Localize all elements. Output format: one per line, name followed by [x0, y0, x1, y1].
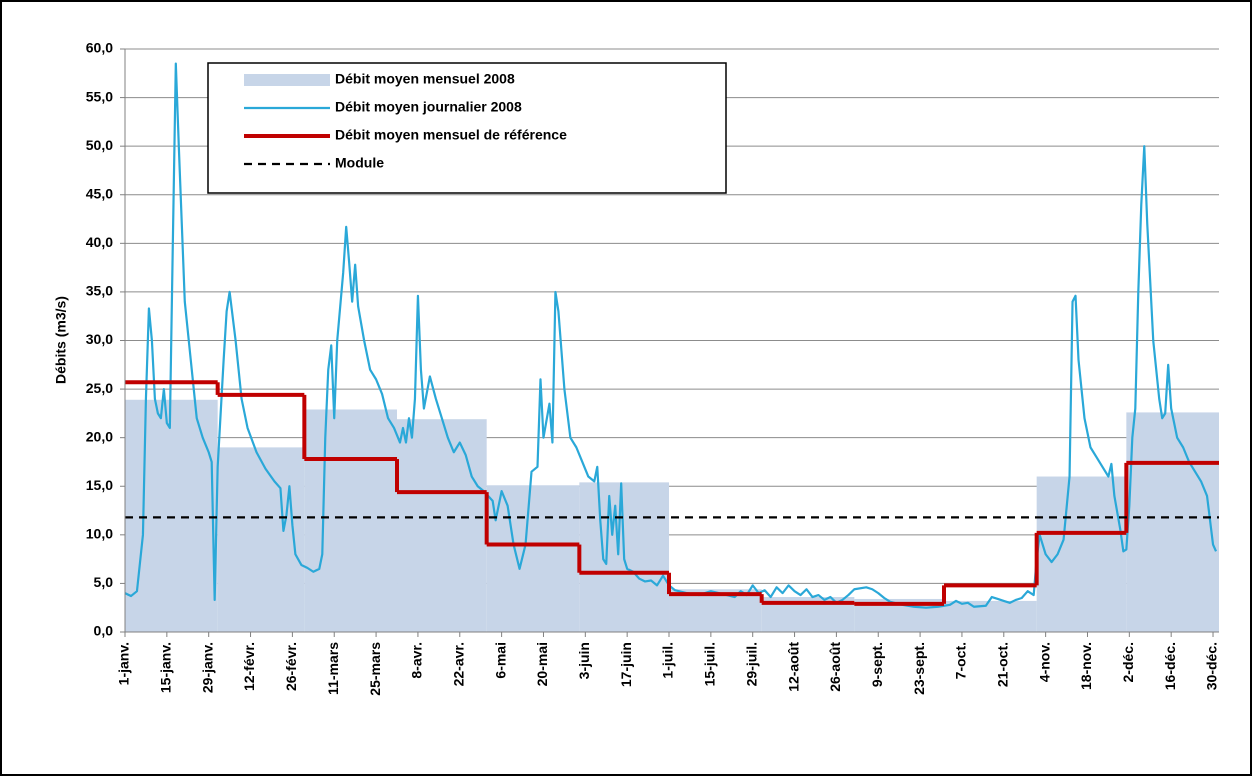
y-tick-label: 55,0 — [86, 88, 113, 104]
bar — [944, 600, 1037, 632]
x-tick-label: 22-avr. — [450, 642, 466, 686]
y-tick-label: 40,0 — [86, 234, 113, 250]
y-tick-label: 25,0 — [86, 380, 113, 396]
bar — [669, 589, 762, 632]
x-tick-label: 23-sept. — [911, 642, 927, 695]
x-tick-label: 20-mai — [534, 642, 550, 686]
x-tick-label: 29-janv. — [199, 642, 215, 693]
y-tick-label: 15,0 — [86, 477, 113, 493]
x-tick-label: 26-févr. — [283, 642, 299, 691]
x-tick-label: 6-mai — [492, 642, 508, 679]
bar — [1036, 476, 1127, 632]
x-tick-label: 29-juil. — [743, 642, 759, 686]
x-tick-label: 8-avr. — [409, 642, 425, 679]
y-tick-label: 60,0 — [86, 40, 113, 56]
x-tick-label: 15-juil. — [702, 642, 718, 686]
x-tick-label: 18-nov. — [1078, 642, 1094, 690]
x-tick-label: 1-juil. — [660, 642, 676, 679]
bar — [217, 447, 305, 632]
bar — [486, 485, 580, 632]
y-tick-label: 10,0 — [86, 526, 113, 542]
x-tick-label: 15-janv. — [158, 642, 174, 693]
x-tick-label: 12-févr. — [241, 642, 257, 691]
y-tick-label: 35,0 — [86, 283, 113, 299]
y-tick-label: 5,0 — [94, 574, 114, 590]
legend-label: Débit moyen mensuel 2008 — [335, 71, 515, 87]
legend-label: Débit moyen journalier 2008 — [335, 99, 522, 115]
y-tick-label: 20,0 — [86, 428, 113, 444]
bar — [397, 419, 487, 632]
x-tick-label: 17-juin — [618, 642, 634, 687]
y-axis-label: Débits (m3/s) — [53, 296, 69, 384]
y-tick-label: 0,0 — [94, 623, 114, 639]
bar — [1126, 412, 1219, 632]
y-tick-label: 30,0 — [86, 331, 113, 347]
daily-line — [124, 62, 1218, 609]
x-tick-label: 7-oct. — [953, 642, 969, 679]
x-tick-label: 9-sept. — [869, 642, 885, 687]
x-tick-label: 21-oct. — [994, 642, 1010, 687]
bar — [304, 409, 398, 632]
x-tick-label: 25-mars — [367, 642, 383, 696]
x-tick-label: 30-déc. — [1204, 642, 1220, 690]
x-tick-label: 12-août — [785, 642, 801, 692]
x-tick-label: 3-juin — [576, 642, 592, 679]
y-tick-label: 45,0 — [86, 185, 113, 201]
legend-label: Débit moyen mensuel de référence — [335, 127, 567, 143]
y-tick-label: 50,0 — [86, 137, 113, 153]
legend-label: Module — [335, 155, 384, 171]
x-tick-label: 4-nov. — [1036, 642, 1052, 682]
x-tick-label: 1-janv. — [116, 642, 132, 685]
x-tick-label: 16-déc. — [1162, 642, 1178, 690]
bar — [125, 399, 218, 632]
legend-swatch — [244, 74, 330, 86]
x-tick-label: 2-déc. — [1120, 642, 1136, 682]
x-tick-label: 11-mars — [325, 642, 341, 695]
x-tick-label: 26-août — [827, 642, 843, 692]
